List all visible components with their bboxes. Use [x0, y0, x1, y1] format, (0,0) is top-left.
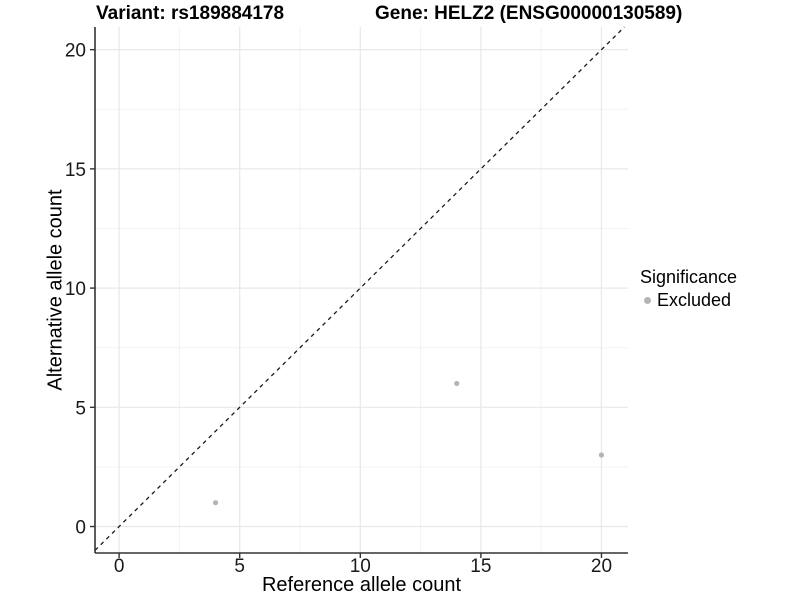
legend: Significance Excluded — [640, 267, 737, 310]
data-point — [454, 380, 460, 387]
y-tick-label: 20 — [65, 41, 86, 62]
legend-point-icon — [644, 296, 651, 304]
data-point — [212, 500, 219, 506]
x-tick-label: 5 — [234, 556, 245, 577]
data-point — [598, 452, 605, 458]
x-tick-label: 20 — [591, 556, 612, 577]
x-tick-label: 15 — [470, 556, 491, 577]
x-axis-label: Reference allele count — [261, 574, 461, 596]
y-axis-label: Alternative allele count — [44, 189, 67, 391]
y-tick-label: 15 — [65, 160, 86, 181]
legend-title: Significance — [640, 267, 738, 287]
legend-item-excluded: Excluded — [640, 290, 737, 310]
x-tick-label: 0 — [114, 556, 125, 577]
plot-title-gene: Gene: HELZ2 (ENSG00000130589) — [375, 3, 683, 24]
y-tick-label: 10 — [65, 279, 86, 300]
y-tick-label: 0 — [75, 518, 86, 539]
x-tick-label: 10 — [350, 556, 371, 577]
y-tick-label: 5 — [75, 398, 86, 419]
legend-item-label: Excluded — [657, 290, 732, 310]
plot-title-variant: Variant: rs189884178 — [96, 3, 285, 24]
